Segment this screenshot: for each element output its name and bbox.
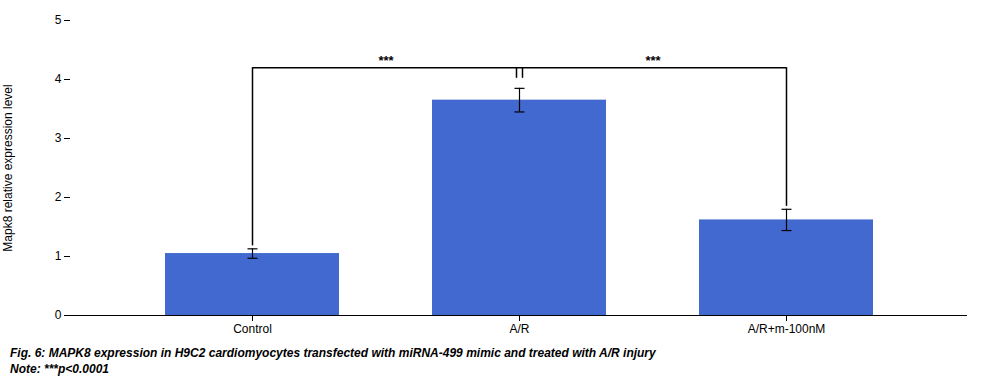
html-text:Note: ***p<0.0001: Note: ***p<0.0001 — [10, 362, 109, 376]
svg-text:2: 2 — [55, 190, 62, 204]
svg-text:***: *** — [645, 53, 661, 68]
svg-text:Control: Control — [233, 322, 272, 336]
svg-text:3: 3 — [55, 131, 62, 145]
svg-text:Mapk8 relative expression leve: Mapk8 relative expression level — [1, 84, 15, 251]
svg-text:1: 1 — [55, 249, 62, 263]
html-text:Fig. 6: MAPK8 expression in H9: Fig. 6: MAPK8 expression in H9C2 cardiom… — [10, 346, 656, 360]
svg-text:A/R+m-100nM: A/R+m-100nM — [748, 322, 826, 336]
svg-text:***: *** — [378, 53, 394, 68]
svg-text:4: 4 — [55, 72, 62, 86]
svg-text:A/R: A/R — [509, 322, 529, 336]
svg-text:5: 5 — [55, 13, 62, 27]
svg-text:0: 0 — [55, 308, 62, 322]
